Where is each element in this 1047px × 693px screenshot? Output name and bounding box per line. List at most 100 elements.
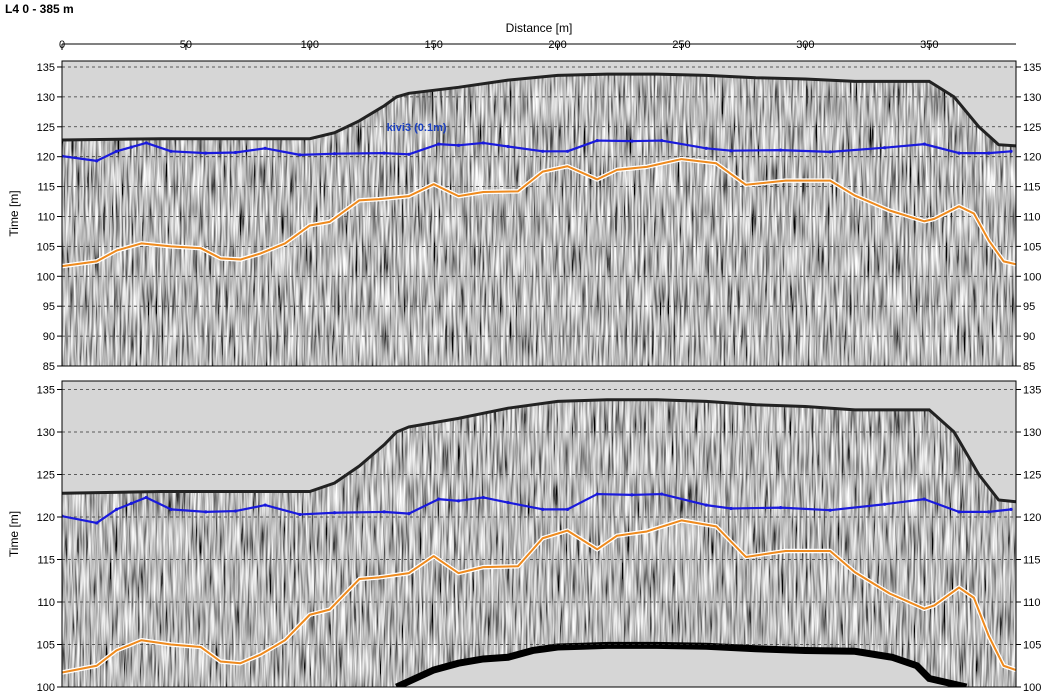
series-point xyxy=(144,141,148,145)
y-tick-label: 95 xyxy=(1023,301,1035,313)
layer-annotation: kivi3 (0.1m) xyxy=(387,122,447,134)
series-point xyxy=(382,151,386,155)
series-point xyxy=(169,507,173,511)
y-tick-label: 130 xyxy=(37,92,55,104)
series-point xyxy=(298,153,302,157)
series-line-orange xyxy=(62,158,1016,268)
series-point xyxy=(506,144,510,149)
series-point xyxy=(729,506,733,511)
y-tick-label: 115 xyxy=(37,182,55,194)
y-tick-label: 130 xyxy=(1023,92,1041,104)
series-point xyxy=(1009,149,1013,153)
series-point xyxy=(506,500,510,505)
series-point xyxy=(95,159,99,163)
y-axis-title: Time [m] xyxy=(7,190,21,236)
series-point xyxy=(883,502,887,506)
y-tick-label: 115 xyxy=(37,555,55,567)
series-point xyxy=(95,521,99,525)
panel-frame xyxy=(61,380,1017,688)
series-point xyxy=(704,146,708,150)
y-axis-title: Time [m] xyxy=(7,511,21,557)
series-point xyxy=(922,142,926,146)
air-region xyxy=(62,381,1016,502)
series-point xyxy=(565,507,570,511)
panel-bottom: 135 135 130 130 125 125 120 120 115 115 110 110 105 1… xyxy=(7,380,1041,693)
series-point xyxy=(129,501,133,505)
lower-boundary-line xyxy=(395,641,968,687)
series-point xyxy=(987,510,991,514)
series-point xyxy=(565,149,570,153)
y-tick-label: 130 xyxy=(1023,427,1041,439)
series-point xyxy=(729,149,733,153)
series-point xyxy=(298,512,302,517)
panel-top: kivi3 (0.1m) 135 135 130 130 125 125 120 120 115 1… xyxy=(7,60,1041,373)
series-point xyxy=(437,497,441,501)
y-tick-label: 135 xyxy=(37,62,55,74)
y-tick-label: 135 xyxy=(1023,385,1041,397)
series-point xyxy=(630,139,634,143)
series-point xyxy=(922,497,926,501)
y-tick-label: 90 xyxy=(43,331,55,343)
series-line-orange xyxy=(62,519,1016,674)
y-tick-label: 100 xyxy=(37,682,55,693)
y-tick-label: 120 xyxy=(1023,512,1041,524)
y-tick-label: 100 xyxy=(1023,271,1041,283)
series-point xyxy=(595,138,599,143)
y-tick-label: 125 xyxy=(1023,122,1041,134)
series-point xyxy=(660,492,664,496)
y-tick-label: 110 xyxy=(37,597,55,609)
series-point xyxy=(382,510,386,514)
y-tick-label: 110 xyxy=(37,211,55,223)
y-tick-label: 125 xyxy=(1023,470,1041,482)
y-tick-label: 130 xyxy=(37,427,55,439)
series-point xyxy=(481,141,485,145)
y-tick-label: 100 xyxy=(37,271,55,283)
radargram-bottom xyxy=(62,381,1016,687)
y-tick-label: 110 xyxy=(1023,211,1041,223)
series-point xyxy=(437,142,441,146)
series-point xyxy=(332,152,337,156)
series-point xyxy=(456,499,461,503)
y-tick-label: 90 xyxy=(1023,331,1035,343)
series-point xyxy=(456,143,461,147)
y-tick-label: 85 xyxy=(43,361,55,373)
ground-surface-line xyxy=(62,398,1016,504)
series-point xyxy=(957,151,961,155)
air-region xyxy=(62,61,1016,146)
series-point xyxy=(129,145,133,149)
series-point xyxy=(407,152,411,156)
series-point xyxy=(828,150,832,154)
y-tick-label: 125 xyxy=(37,470,55,482)
series-point xyxy=(407,511,411,516)
series-point xyxy=(987,151,991,155)
y-tick-label: 115 xyxy=(1023,555,1041,567)
series-point xyxy=(114,507,119,511)
series-point xyxy=(114,149,119,153)
y-tick-label: 95 xyxy=(43,301,55,313)
ground-surface-line xyxy=(62,72,1016,148)
series-point xyxy=(1009,507,1013,511)
series-point xyxy=(704,503,708,507)
series-point xyxy=(263,146,267,150)
series-point xyxy=(630,493,634,497)
y-tick-label: 85 xyxy=(1023,361,1035,373)
y-tick-label: 105 xyxy=(1023,241,1041,253)
series-point xyxy=(332,511,337,515)
y-tick-label: 110 xyxy=(1023,597,1041,609)
page-title: L4 0 - 385 m xyxy=(5,2,74,16)
series-point xyxy=(233,150,238,155)
series-point xyxy=(828,508,832,512)
series-point xyxy=(169,149,173,153)
series-point xyxy=(204,151,208,155)
y-tick-label: 105 xyxy=(1023,640,1041,652)
series-point xyxy=(660,138,664,143)
x-axis-title: Distance [m] xyxy=(506,21,573,35)
series-point xyxy=(144,495,148,500)
series-point xyxy=(541,507,545,511)
y-tick-label: 115 xyxy=(1023,182,1041,194)
y-tick-label: 120 xyxy=(1023,152,1041,164)
radargram-top: kivi3 (0.1m) xyxy=(62,61,1016,366)
series-point xyxy=(957,510,961,514)
series-point xyxy=(778,506,783,510)
